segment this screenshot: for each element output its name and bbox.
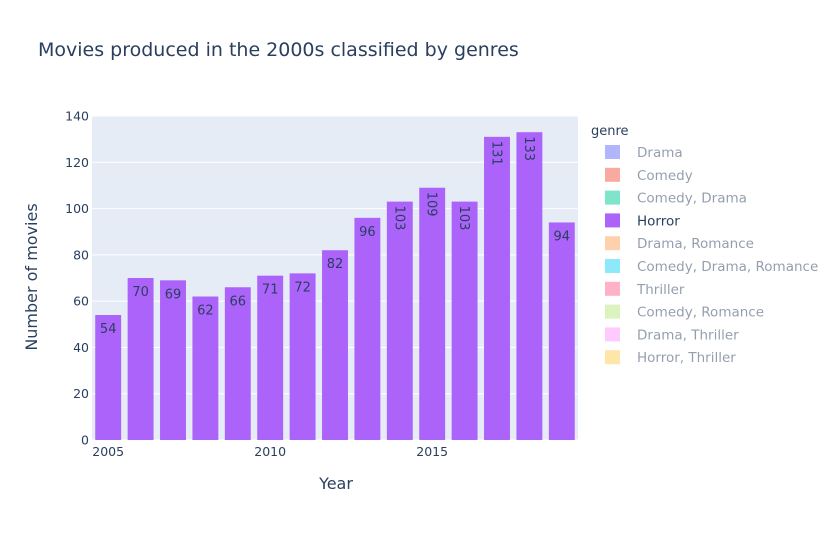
legend-swatch (605, 327, 620, 342)
bar-label: 131 (489, 141, 504, 166)
legend-swatch (605, 167, 620, 182)
y-tick-label: 0 (81, 433, 89, 448)
bar (386, 201, 413, 440)
legend-label: Comedy (637, 168, 693, 184)
y-tick-label: 140 (65, 109, 89, 124)
bar-label: 103 (391, 206, 406, 231)
legend-swatch (605, 145, 620, 159)
bar-label: 62 (197, 304, 214, 319)
bar (160, 280, 186, 440)
bar (224, 287, 251, 440)
y-tick-label: 60 (73, 294, 89, 309)
bar (257, 275, 284, 440)
legend-item[interactable]: Comedy (605, 167, 693, 184)
bar (451, 201, 478, 440)
legend-swatch (605, 281, 620, 296)
bar-label: 66 (230, 294, 247, 309)
bar-label: 82 (327, 257, 344, 272)
legend-label: Thriller (636, 282, 685, 298)
bar (289, 273, 316, 440)
legend-swatch (605, 190, 620, 205)
bar-label: 54 (100, 322, 117, 337)
legend-label: Drama, Thriller (637, 327, 739, 343)
x-tick-label: 2010 (254, 444, 286, 459)
legend-swatch (605, 236, 620, 251)
legend-item[interactable]: Drama (605, 145, 683, 161)
legend-label: Horror (637, 213, 680, 229)
bar (127, 278, 154, 440)
x-axis-label: Year (318, 474, 353, 493)
bar (516, 132, 543, 440)
x-tick-label: 2015 (416, 444, 448, 459)
y-axis-ticks: 0 20 40 60 80 100 120 140 (65, 109, 89, 448)
legend-title: genre (591, 124, 629, 139)
y-tick-label: 100 (65, 201, 89, 216)
legend-swatch (605, 350, 620, 365)
legend-item[interactable]: Comedy, Romance (605, 304, 764, 321)
bar-label: 72 (294, 280, 311, 295)
bar-label: 109 (424, 192, 439, 217)
bar-label: 96 (359, 225, 376, 240)
legend-label: Drama (637, 145, 683, 161)
legend-label: Horror, Thriller (637, 350, 736, 366)
y-tick-label: 80 (73, 247, 89, 262)
bar-label: 103 (456, 206, 471, 231)
x-axis-ticks: 2005 2010 2015 (92, 444, 448, 459)
bar (322, 250, 348, 440)
bar (548, 222, 575, 440)
legend-swatch (605, 259, 620, 273)
bars (95, 132, 575, 441)
bar (419, 187, 446, 440)
legend-item[interactable]: Horror, Thriller (605, 350, 736, 366)
y-tick-label: 40 (73, 340, 89, 355)
bar-label: 133 (521, 136, 536, 161)
legend-item[interactable]: Drama, Thriller (605, 327, 739, 343)
y-tick-label: 20 (73, 386, 89, 401)
legend-swatch (605, 304, 620, 319)
legend-item[interactable]: Drama, Romance (605, 236, 754, 252)
legend-item[interactable]: Comedy, Drama, Romance (605, 259, 818, 275)
bar (95, 315, 122, 440)
legend-item[interactable]: Comedy, Drama (605, 190, 747, 207)
legend-item[interactable]: Thriller (605, 281, 685, 298)
bar-labels: 54 70 69 62 66 71 72 82 96 103 109 103 131 133 94 (100, 136, 570, 337)
chart-title: Movies produced in the 2000s classified … (38, 39, 519, 61)
bar (354, 217, 381, 440)
legend-swatch (605, 213, 620, 228)
bar (192, 296, 219, 440)
bar-label: 69 (165, 287, 182, 302)
bar-label: 71 (262, 283, 279, 298)
y-tick-label: 120 (65, 155, 89, 170)
y-axis-label: Number of movies (22, 203, 41, 350)
bar-label: 70 (132, 285, 149, 300)
legend-label: Comedy, Romance (637, 305, 764, 321)
legend-label: Comedy, Drama (637, 191, 747, 207)
bar (484, 136, 510, 441)
legend-item[interactable]: Horror (605, 213, 680, 229)
legend-label: Comedy, Drama, Romance (637, 259, 818, 275)
bar-label: 94 (554, 229, 571, 244)
legend-label: Drama, Romance (637, 236, 754, 252)
x-tick-label: 2005 (92, 444, 124, 459)
legend: genre Drama Comedy Comedy, Drama Horror Dram… (591, 124, 818, 366)
